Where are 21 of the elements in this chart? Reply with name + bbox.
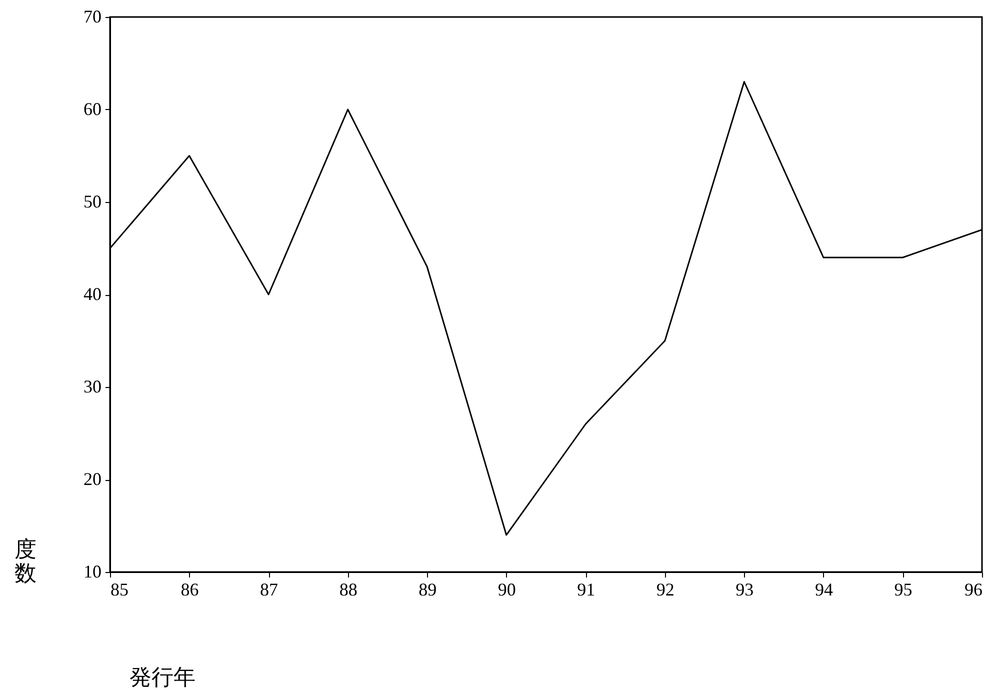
- x-tick-label: 88: [339, 580, 358, 600]
- x-tick-label: 89: [418, 580, 437, 600]
- x-tick-label: 93: [736, 580, 754, 600]
- x-tick-label: 94: [814, 580, 833, 600]
- y-tick-label: 10: [84, 562, 102, 582]
- y-tick-label: 60: [84, 99, 102, 119]
- y-axis-title: 度数: [14, 538, 36, 586]
- y-tick-label: 30: [84, 376, 102, 396]
- x-tick-label: 92: [656, 580, 674, 600]
- x-tick-label: 96: [964, 580, 982, 600]
- x-tick-label: 91: [577, 580, 596, 600]
- x-tick-label: 86: [180, 580, 199, 600]
- y-tick-label: 70: [84, 6, 102, 26]
- y-tick-label: 50: [84, 192, 102, 212]
- x-tick-label: 87: [260, 580, 278, 600]
- x-tick-label: 95: [894, 580, 912, 600]
- y-tick-label: 40: [84, 284, 102, 304]
- y-tick-label: 20: [84, 469, 102, 489]
- x-tick-label: 85: [110, 580, 128, 600]
- x-axis-title: 発行年: [130, 666, 196, 690]
- x-tick-label: 90: [498, 580, 516, 600]
